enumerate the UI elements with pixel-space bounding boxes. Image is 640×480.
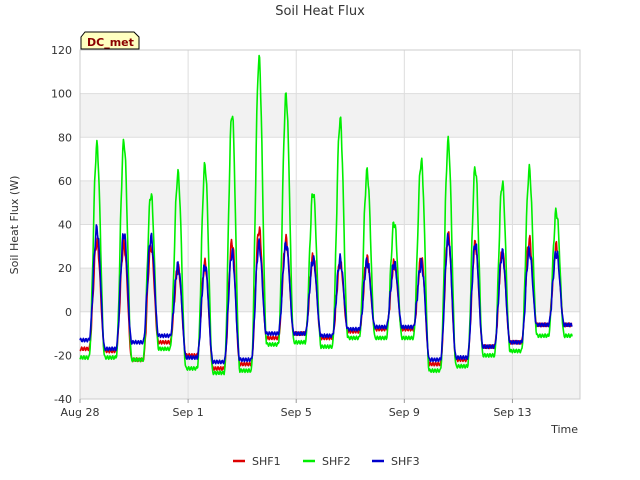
x-axis-ticks: Aug 28 Sep 1 Sep 5 Sep 9 Sep 13 (61, 399, 532, 419)
y-tick-label: 100 (51, 88, 72, 101)
legend-label-shf3: SHF3 (391, 455, 420, 468)
legend-label-shf2: SHF2 (322, 455, 351, 468)
legend-label-shf1: SHF1 (252, 455, 281, 468)
legend: SHF1 SHF2 SHF3 (233, 455, 420, 468)
y-axis-ticks: -40 -20 0 20 40 60 80 100 120 (51, 44, 72, 406)
x-tick-label: Sep 9 (389, 406, 420, 419)
y-tick-label: 40 (58, 219, 72, 232)
badge-label: DC_met (87, 36, 134, 49)
y-axis-label: Soil Heat Flux (W) (8, 176, 21, 275)
series-line-shf3 (79, 224, 573, 365)
station-badge: DC_met (80, 31, 140, 50)
x-tick-label: Sep 5 (281, 406, 312, 419)
y-tick-label: -20 (54, 349, 72, 362)
x-axis-label: Time (550, 423, 578, 436)
badge-shape (80, 31, 140, 50)
x-tick-label: Aug 28 (61, 406, 100, 419)
series-lines (79, 54, 573, 376)
plot-band (80, 93, 580, 138)
y-tick-label: 20 (58, 262, 72, 275)
plot-band (80, 180, 580, 225)
plot-band (80, 50, 580, 94)
y-tick-label: 0 (65, 306, 72, 319)
plot-band (80, 311, 580, 356)
plot-frame (79, 49, 581, 400)
series-line-shf2 (79, 54, 573, 376)
plot-band (80, 137, 580, 181)
y-tick-label: 120 (51, 44, 72, 57)
y-tick-label: 80 (58, 131, 72, 144)
plot-band (80, 355, 580, 399)
y-tick-label: 60 (58, 175, 72, 188)
x-tick-label: Sep 13 (493, 406, 531, 419)
x-tick-label: Sep 1 (172, 406, 203, 419)
y-tick-label: -40 (54, 393, 72, 406)
plot-band (80, 224, 580, 269)
chart-title: Soil Heat Flux (275, 4, 365, 19)
